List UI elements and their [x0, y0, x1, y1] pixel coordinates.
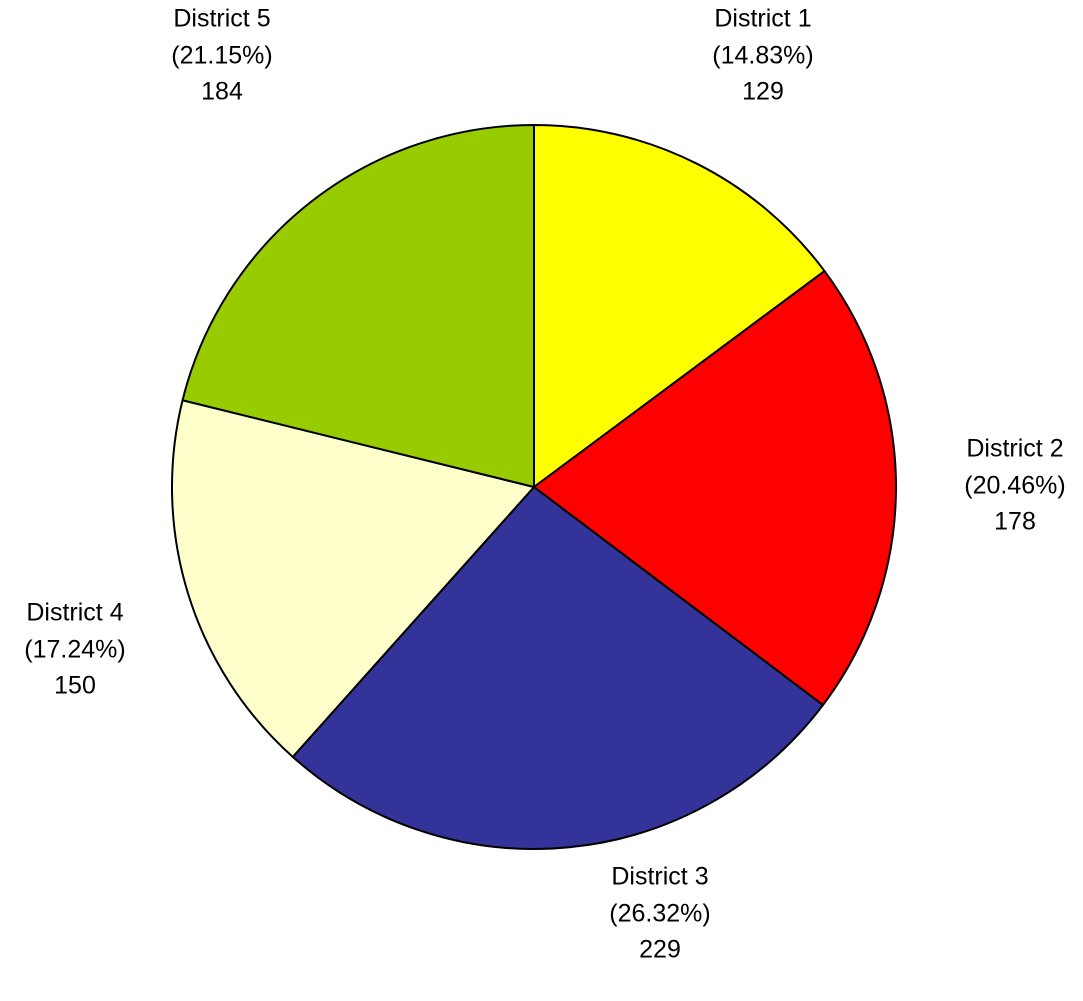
pie-slice	[291, 486, 824, 850]
pie-slice	[533, 124, 826, 488]
value-label: 129	[742, 78, 784, 106]
pie-slice	[533, 270, 897, 707]
value-label: 150	[54, 672, 96, 700]
pie-slice	[181, 124, 535, 488]
value-label: 229	[639, 936, 681, 964]
slice-label: District 1	[714, 5, 811, 33]
slice-label: District 3	[611, 863, 708, 891]
pie-slice	[171, 399, 535, 758]
percent-label: (21.15%)	[171, 42, 272, 70]
percent-label: (14.83%)	[712, 42, 813, 70]
slice-label: District 5	[173, 5, 270, 33]
percent-label: (26.32%)	[609, 900, 710, 928]
value-label: 178	[994, 508, 1036, 536]
slice-label: District 4	[26, 599, 123, 627]
percent-label: (17.24%)	[24, 636, 125, 664]
slice-label: District 2	[966, 435, 1063, 463]
percent-label: (20.46%)	[964, 472, 1065, 500]
value-label: 184	[201, 78, 243, 106]
